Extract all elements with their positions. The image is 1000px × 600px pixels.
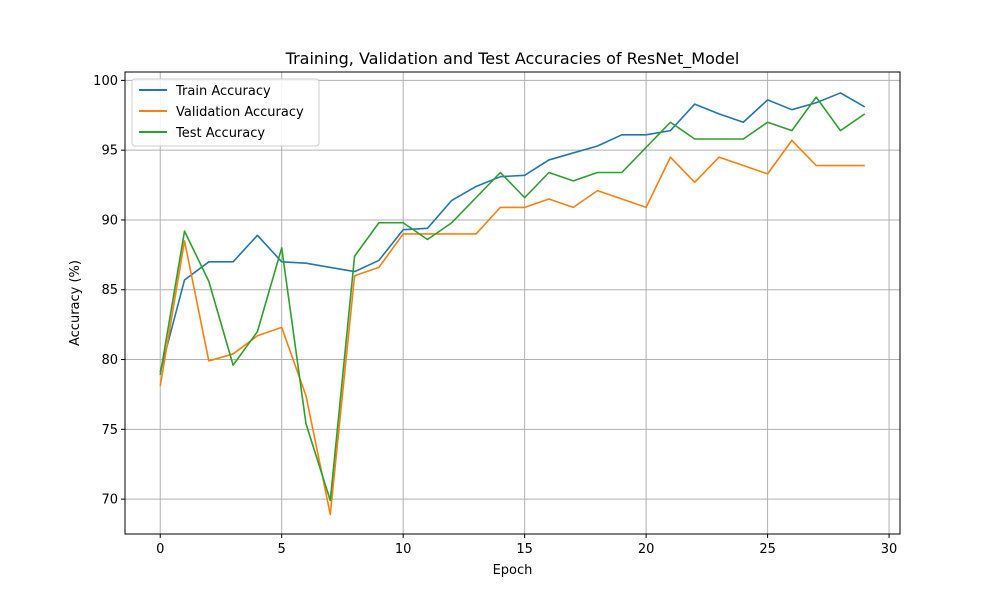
y-tick-label: 95 [101, 144, 118, 159]
x-tick-label: 20 [638, 542, 655, 557]
train-accuracy-line [159, 92, 866, 373]
x-tick-label: 25 [759, 542, 776, 557]
y-axis-label: Accuracy (%) [68, 260, 83, 346]
plot-area-frame [124, 71, 901, 535]
validation-accuracy-line [159, 139, 865, 516]
y-tick-label: 80 [101, 353, 118, 368]
legend-label-train: Train Accuracy [175, 84, 271, 99]
y-tick-label: 90 [101, 213, 118, 228]
legend-label-test: Test Accuracy [175, 126, 265, 141]
y-tick-label: 85 [101, 283, 118, 298]
x-tick-label: 5 [278, 542, 286, 557]
series-lines [159, 92, 866, 516]
legend-box [131, 78, 320, 147]
x-axis-label: Epoch [493, 563, 533, 578]
y-tick-label: 75 [101, 423, 118, 438]
test-accuracy-line [159, 96, 866, 502]
chart-title: Training, Validation and Test Accuracies… [285, 49, 740, 69]
y-tick-label: 100 [93, 74, 118, 89]
axis-ticks: 0 5 10 15 20 25 30 70 75 80 85 90 95 100 [93, 74, 897, 557]
grid [125, 72, 900, 534]
x-tick-label: 0 [156, 542, 164, 557]
legend-label-validation: Validation Accuracy [176, 105, 304, 120]
x-tick-label: 10 [395, 542, 412, 557]
y-tick-label: 70 [101, 493, 118, 508]
x-tick-label: 15 [516, 542, 533, 557]
legend: Train Accuracy Validation Accuracy Test … [131, 78, 320, 147]
x-tick-label: 30 [881, 542, 898, 557]
